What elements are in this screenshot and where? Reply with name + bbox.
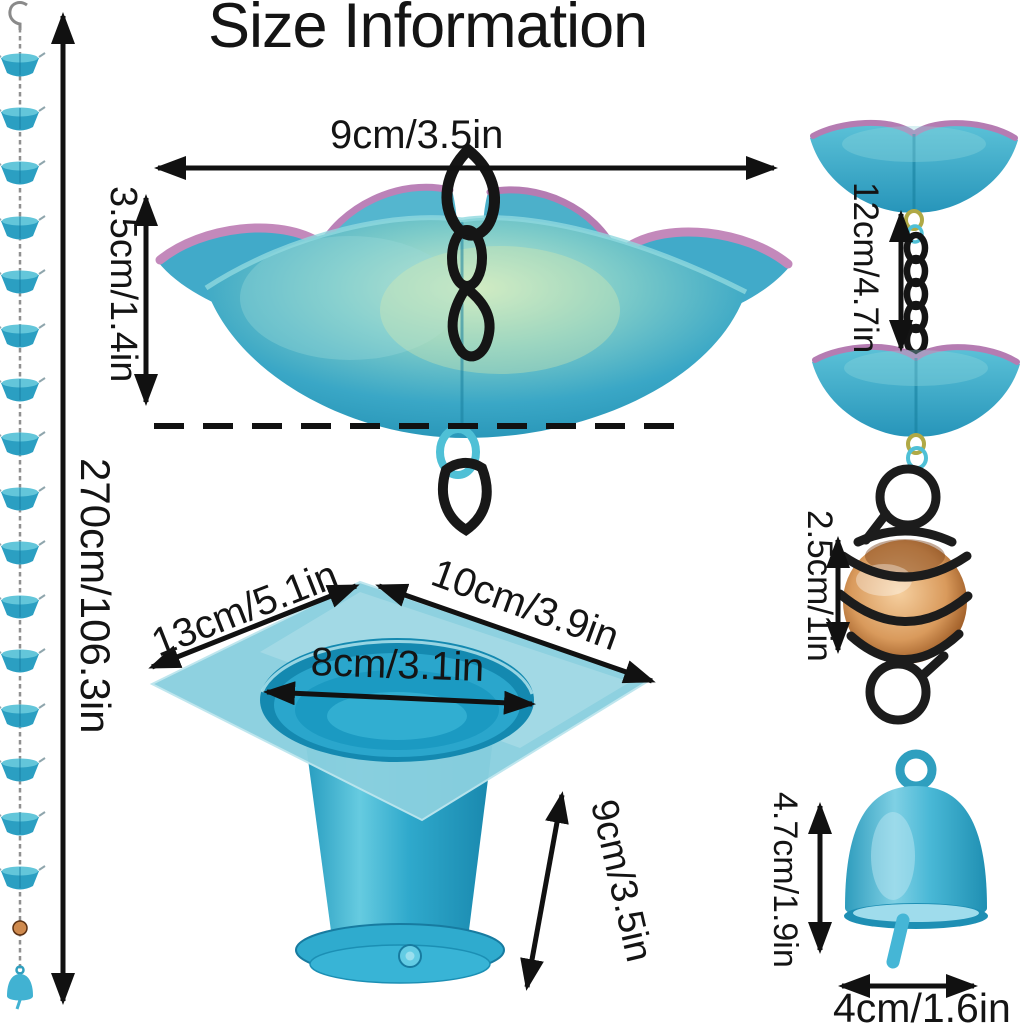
flower-width-label: 9cm/3.5in [330,113,504,157]
rain-chain-full-illustration [0,1,46,1010]
chain-length-label: 270cm/106.3in [72,458,119,734]
cup-gap-label: 12cm/4.7in [846,182,885,354]
ball-size-label: 2.5cm/1in [800,510,839,662]
bell-width-label: 4cm/1.6in [833,985,1011,1031]
spiral-ball-illustration [835,464,973,725]
bell-illustration [844,749,988,969]
lower-link-illustration [436,425,492,536]
large-flower-cup-illustration [155,183,793,438]
plate-side-right-arrow [375,583,656,684]
hook-icon [8,1,28,30]
hole-diameter-arrow [263,681,536,715]
mini-ball-icon [12,920,28,936]
mini-flower-cups [0,52,46,891]
hole-diameter-label: 8cm/3.1in [310,639,485,691]
flower-height-label: 3.5cm/1.4in [102,186,144,383]
double-flower-cups-illustration [810,122,1020,470]
plate-side-left-arrow [148,583,360,670]
page-title: Size Information [208,0,648,61]
bucket-height-arrow [520,791,569,991]
bell-height-label: 4.7cm/1.9in [766,792,804,968]
mini-bell-icon [7,965,33,1010]
